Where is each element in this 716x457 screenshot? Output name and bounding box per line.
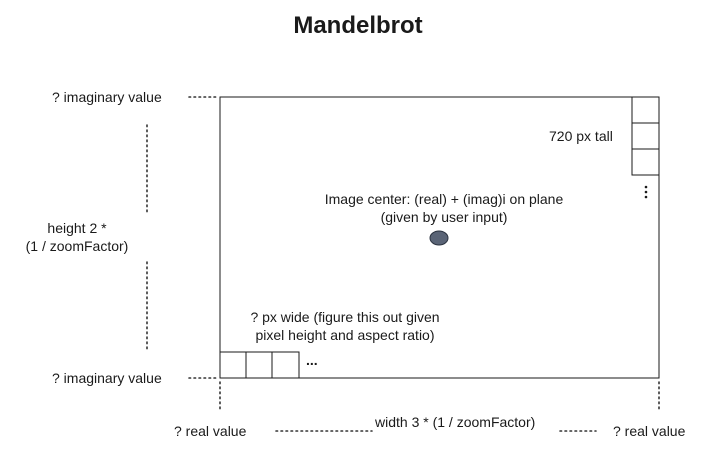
real-left-label: ? real value	[174, 423, 247, 439]
imag-top-label: ? imaginary value	[52, 89, 162, 105]
height-label-line2: (1 / zoomFactor)	[25, 238, 129, 254]
pixel-cell	[631, 122, 660, 150]
height-label-line1: height 2 *	[47, 220, 107, 236]
center-label-line2: (given by user input)	[380, 209, 508, 225]
horizontal-ellipsis: ...	[306, 352, 318, 368]
real-right-label: ? real value	[613, 423, 686, 439]
pixel-row	[219, 351, 300, 379]
pixel-cell	[219, 351, 247, 379]
pixel-cell	[631, 96, 660, 124]
pixel-column	[631, 96, 660, 176]
px-wide-label: ? px wide (figure this out given pixel h…	[228, 308, 462, 344]
pixel-cell	[271, 351, 300, 379]
image-plane-rect	[219, 96, 660, 379]
px-tall-label: 720 px tall	[549, 128, 613, 144]
width-label: width 3 * (1 / zoomFactor)	[375, 414, 536, 430]
pixel-cell	[245, 351, 273, 379]
px-wide-label-line1: ? px wide (figure this out given	[250, 309, 440, 325]
pixel-cell	[631, 148, 660, 176]
center-label-line1: Image center: (real) + (imag)i on plane	[324, 191, 564, 207]
imag-bottom-label: ? imaginary value	[52, 370, 162, 386]
height-label: height 2 * (1 / zoomFactor)	[14, 219, 140, 255]
vertical-ellipsis	[644, 185, 648, 199]
center-point	[429, 230, 449, 246]
center-label: Image center: (real) + (imag)i on plane …	[300, 190, 588, 226]
px-wide-label-line2: pixel height and aspect ratio)	[255, 327, 435, 343]
diagram-title: Mandelbrot	[293, 12, 423, 39]
